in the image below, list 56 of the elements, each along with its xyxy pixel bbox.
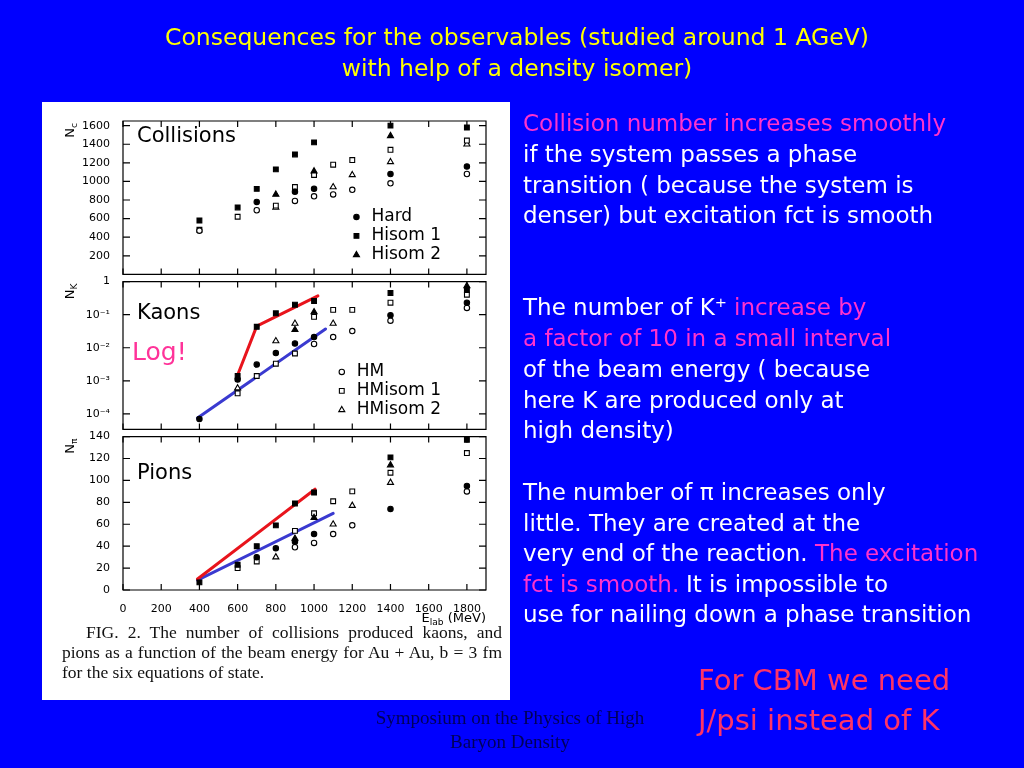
y-tick-label: 40	[96, 539, 110, 553]
y-axis-title: NK	[62, 282, 80, 300]
legend-label: HM	[356, 360, 385, 381]
text: use for nailing down a phase transition	[523, 600, 972, 629]
x-tick-label: 0	[119, 602, 127, 616]
y-axis-title: Nc	[62, 123, 80, 138]
y-tick-label: 1400	[82, 137, 110, 151]
x-tick-label: 600	[227, 602, 249, 616]
x-tick-label: 400	[188, 602, 210, 616]
y-tick-label: 60	[96, 517, 110, 531]
y-tick-label: 10⁻³	[85, 373, 110, 387]
y-tick-label: 20	[96, 560, 110, 574]
x-tick-label: 1000	[300, 602, 329, 616]
x-tick-label: 1200	[338, 602, 367, 616]
legend-label: HMisom 1	[356, 379, 442, 400]
x-tick-label: 200	[150, 602, 172, 616]
text: fct is smooth.	[523, 570, 680, 599]
y-tick-label: 120	[89, 451, 110, 465]
y-tick-label: 800	[89, 192, 110, 206]
y-tick-label: 80	[96, 495, 110, 509]
y-tick-label: 1	[103, 274, 110, 288]
y-tick-label: 200	[89, 248, 110, 262]
y-tick-label: 1600	[82, 118, 110, 132]
y-tick-label: 400	[89, 230, 110, 244]
text: The number of K⁺	[523, 293, 727, 322]
y-tick-label: 0	[103, 582, 110, 596]
y-tick-label: 100	[89, 473, 110, 487]
legend-label: HMisom 2	[356, 398, 442, 419]
x-tick-label: 1400	[376, 602, 405, 616]
text: if the system passes a phase transition ( because the system is denser) but excitation fct is smooth	[523, 140, 934, 231]
text: For CBM we need J/psi instead of K	[698, 662, 952, 739]
text: It is impossible to	[686, 570, 889, 599]
y-tick-label: 10⁻²	[85, 340, 110, 354]
y-tick-label: 600	[89, 211, 110, 225]
text: a factor of 10 in a small interval	[523, 324, 892, 353]
y-tick-label: 10⁻⁴	[85, 406, 111, 420]
annotation: Log!	[132, 337, 187, 367]
text: Kaons	[137, 300, 201, 325]
y-axis-title: Nπ	[62, 438, 80, 454]
text: of the beam energy ( because here K are produced only at high density)	[523, 355, 871, 446]
y-tick-label: 140	[89, 429, 110, 443]
text: very end of the reaction.	[523, 539, 808, 568]
y-tick-label: 10⁻¹	[85, 307, 110, 321]
text: increase by	[734, 293, 867, 322]
text: Pions	[137, 460, 193, 485]
text: The excitation	[815, 539, 979, 568]
y-tick-label: 1000	[82, 174, 110, 188]
legend-label: Hard	[371, 205, 413, 226]
text: Collision number increases smoothly	[523, 109, 947, 138]
legend-label: Hisom 1	[371, 224, 441, 245]
chart-title: Collisions	[137, 123, 236, 148]
x-tick-label: 800	[265, 602, 287, 616]
legend-label: Hisom 2	[371, 243, 441, 264]
text: Consequences for the observables (studied around 1 AGeV) with help of a density isomer)	[164, 22, 870, 84]
y-tick-label: 1200	[82, 155, 110, 169]
text: Symposium on the Physics of High Baryon Density	[374, 706, 646, 754]
